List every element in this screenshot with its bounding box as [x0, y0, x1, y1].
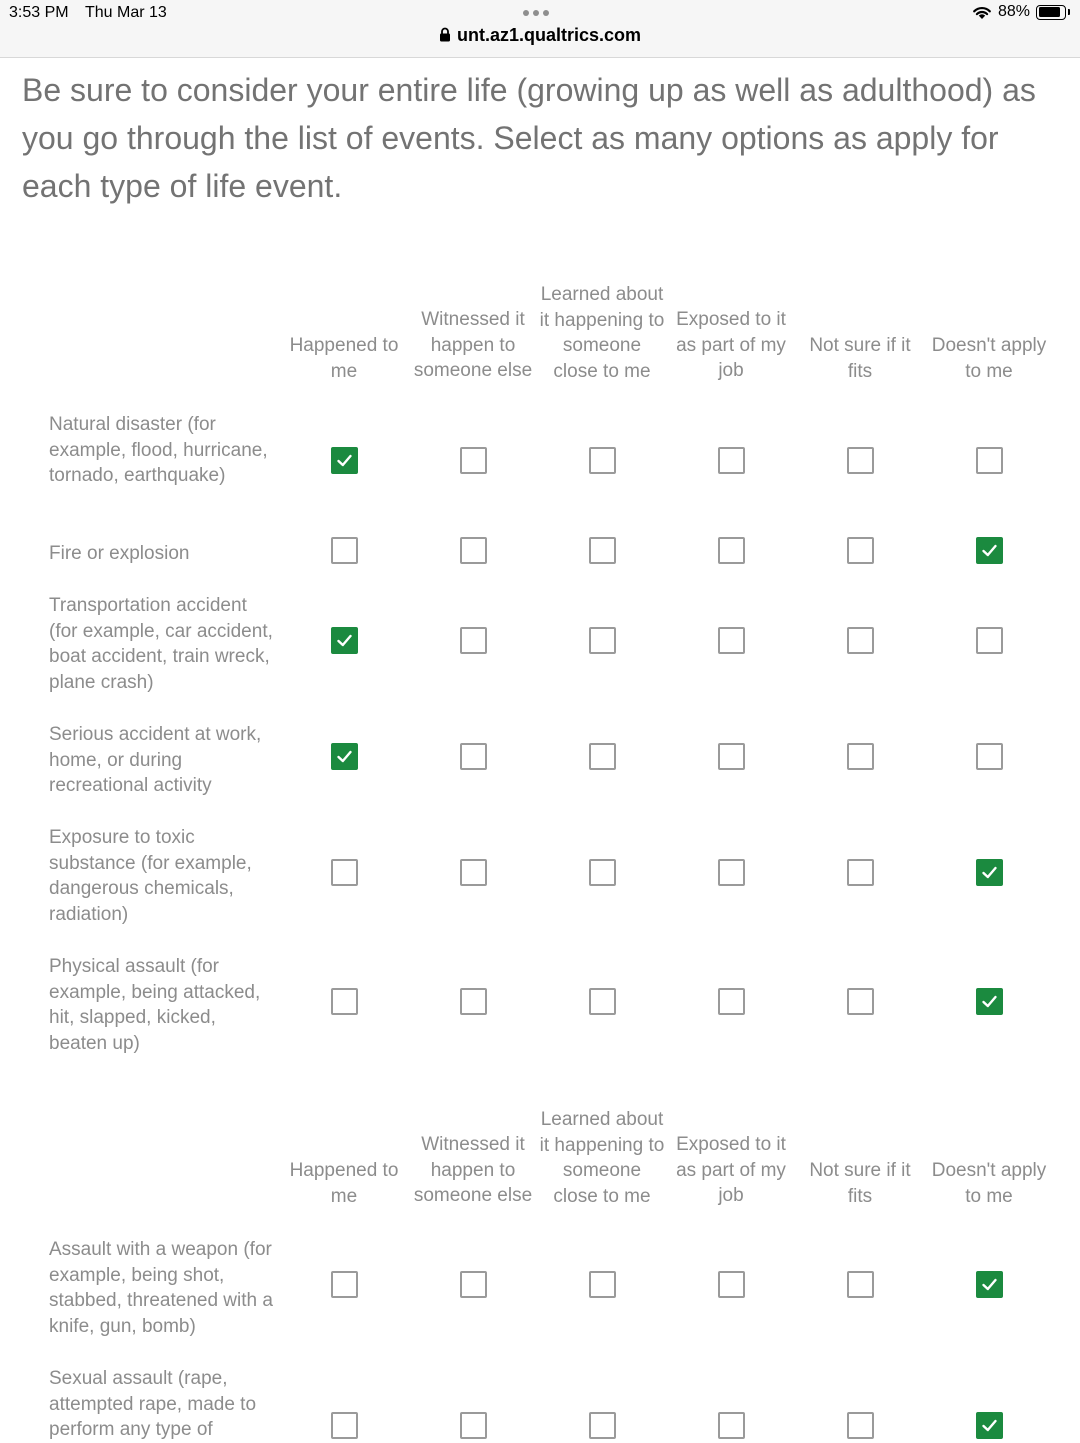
checkbox[interactable] [717, 626, 745, 654]
status-time: 3:53 PM [9, 4, 69, 21]
checkbox[interactable] [588, 1411, 616, 1439]
checkbox[interactable] [588, 858, 616, 886]
status-bar: 3:53 PM Thu Mar 13 unt.az1.qualtrics.com… [0, 0, 1080, 58]
column-header: Witnessed it happen to someone else [413, 309, 533, 381]
checkbox[interactable] [588, 1270, 616, 1298]
checkbox[interactable] [717, 987, 745, 1015]
checkbox[interactable] [588, 626, 616, 654]
checkbox[interactable] [330, 1411, 358, 1439]
checkbox[interactable] [330, 626, 358, 654]
column-header: Happened to me [289, 1160, 399, 1207]
checkbox[interactable] [717, 536, 745, 564]
row-label: Transportation accident (for example, ca… [49, 595, 273, 693]
checkbox[interactable] [330, 536, 358, 564]
checkbox[interactable] [846, 446, 874, 474]
column-header: Doesn't apply to me [931, 1160, 1047, 1207]
checkbox[interactable] [846, 987, 874, 1015]
row-label: Fire or explosion [49, 543, 190, 564]
checkbox[interactable] [459, 742, 487, 770]
status-indicators: 88% [972, 3, 1070, 21]
checkbox[interactable] [717, 1270, 745, 1298]
checkmark-icon [336, 750, 352, 762]
checkbox[interactable] [975, 987, 1003, 1015]
checkbox[interactable] [588, 536, 616, 564]
checkbox[interactable] [459, 626, 487, 654]
checkmark-icon [981, 1419, 997, 1431]
wifi-icon [973, 6, 991, 19]
checkbox[interactable] [717, 858, 745, 886]
checkbox[interactable] [717, 742, 745, 770]
checkbox[interactable] [330, 987, 358, 1015]
checkbox[interactable] [975, 446, 1003, 474]
row-label: Physical assault (for example, being att… [49, 956, 261, 1054]
column-header: Not sure if it fits [809, 335, 911, 382]
checkbox[interactable] [846, 1411, 874, 1439]
checkbox[interactable] [330, 858, 358, 886]
checkbox[interactable] [846, 742, 874, 770]
checkbox[interactable] [588, 987, 616, 1015]
column-header: Happened to me [289, 335, 399, 382]
checkbox[interactable] [717, 446, 745, 474]
checkbox[interactable] [975, 536, 1003, 564]
checkbox[interactable] [975, 1411, 1003, 1439]
checkbox[interactable] [459, 536, 487, 564]
checkbox[interactable] [588, 742, 616, 770]
battery-percent: 88% [997, 3, 1030, 20]
checkbox[interactable] [459, 1270, 487, 1298]
battery-icon [1036, 4, 1066, 20]
checkbox[interactable] [846, 536, 874, 564]
checkmark-icon [981, 995, 997, 1007]
column-header: Witnessed it happen to someone else [413, 1134, 533, 1206]
status-date: Thu Mar 13 [85, 4, 167, 21]
checkbox[interactable] [975, 1270, 1003, 1298]
checkbox[interactable] [459, 987, 487, 1015]
more-dots-icon[interactable] [523, 10, 549, 16]
checkbox[interactable] [975, 742, 1003, 770]
column-header: Doesn't apply to me [931, 335, 1047, 382]
column-header: Exposed to it as part of my job [676, 309, 786, 381]
row-label: Serious accident at work, home, or durin… [49, 724, 262, 796]
row-label: Assault with a weapon (for example, bein… [49, 1239, 273, 1337]
checkbox[interactable] [459, 446, 487, 474]
checkbox[interactable] [975, 858, 1003, 886]
checkbox[interactable] [846, 1270, 874, 1298]
question-instructions: Be sure to consider your entire life (gr… [22, 72, 1036, 204]
checkbox[interactable] [330, 446, 358, 474]
row-label: Sexual assault (rape, attempted rape, ma… [49, 1368, 257, 1440]
checkmark-icon [336, 634, 352, 646]
column-header: Learned about it happening to someone cl… [539, 284, 665, 382]
lock-icon [439, 27, 450, 42]
checkbox[interactable] [330, 1270, 358, 1298]
checkbox[interactable] [330, 742, 358, 770]
url-text: unt.az1.qualtrics.com [456, 25, 642, 45]
checkbox[interactable] [717, 1411, 745, 1439]
row-label: Exposure to toxic substance (for example… [49, 827, 252, 925]
row-label: Natural disaster (for example, flood, hu… [49, 414, 268, 486]
checkmark-icon [981, 866, 997, 878]
checkmark-icon [981, 1278, 997, 1290]
checkbox[interactable] [459, 858, 487, 886]
address-bar[interactable]: unt.az1.qualtrics.com [0, 25, 1080, 46]
column-header: Not sure if it fits [809, 1160, 911, 1207]
checkbox[interactable] [846, 626, 874, 654]
checkmark-icon [981, 544, 997, 556]
checkmark-icon [336, 454, 352, 466]
checkbox[interactable] [459, 1411, 487, 1439]
column-header: Learned about it happening to someone cl… [539, 1109, 665, 1207]
checkbox[interactable] [846, 858, 874, 886]
checkbox[interactable] [975, 626, 1003, 654]
column-header: Exposed to it as part of my job [676, 1134, 786, 1206]
checkbox[interactable] [588, 446, 616, 474]
